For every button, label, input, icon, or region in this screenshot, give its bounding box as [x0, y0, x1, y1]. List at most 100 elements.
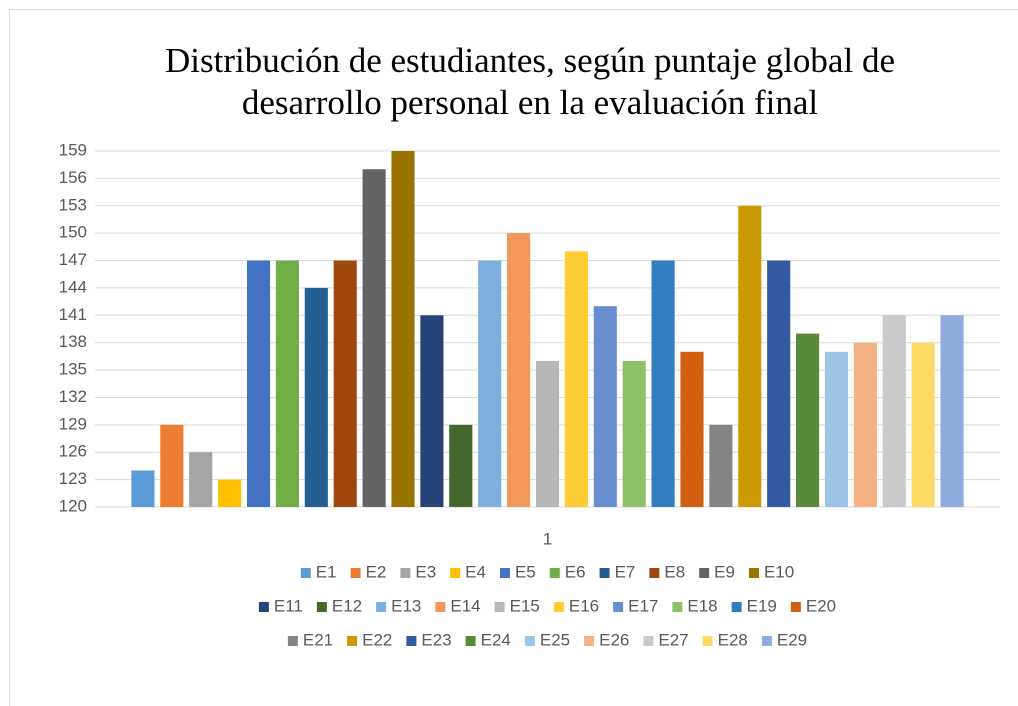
legend-swatch: [643, 636, 654, 646]
legend-swatch: [400, 568, 411, 578]
legend-swatch: [499, 568, 510, 578]
legend-swatch: [672, 602, 683, 612]
bar: [304, 287, 328, 507]
legend-label: E24: [481, 630, 511, 649]
legend-label: E11: [274, 596, 303, 615]
legend-label: E13: [391, 596, 421, 615]
legend-label: E7: [615, 562, 636, 581]
bar: [218, 479, 242, 507]
bar: [680, 351, 704, 507]
y-tick-label: 141: [59, 305, 87, 324]
bar: [535, 360, 560, 507]
bar: [824, 351, 849, 507]
bar: [333, 260, 357, 507]
bar: [449, 424, 473, 507]
legend-label: E8: [664, 562, 685, 581]
legend-label: E22: [362, 630, 392, 649]
y-tick-label: 120: [59, 496, 87, 515]
legend-swatch: [761, 636, 772, 646]
legend-swatch: [549, 568, 560, 578]
bar: [420, 315, 444, 507]
legend-swatch: [702, 636, 713, 646]
bar: [940, 315, 964, 507]
chart-title: desarrollo personal en la evaluación fin…: [242, 83, 819, 122]
y-tick-label: 153: [59, 195, 87, 214]
y-tick-label: 126: [59, 442, 87, 461]
legend-label: E3: [415, 562, 436, 581]
legend-swatch: [300, 568, 311, 578]
legend-swatch: [347, 636, 358, 646]
legend-swatch: [406, 636, 417, 646]
bar: [246, 260, 271, 507]
bar: [362, 169, 386, 507]
bar: [853, 342, 877, 507]
bar: [275, 260, 299, 507]
x-tick-label: 1: [543, 529, 552, 548]
legend-swatch: [748, 568, 759, 578]
y-tick-label: 159: [59, 140, 87, 159]
legend-label: E28: [718, 630, 748, 649]
legend-swatch: [584, 636, 595, 646]
y-tick-label: 132: [59, 387, 87, 406]
bar: [391, 151, 415, 507]
y-tick-label: 150: [59, 223, 87, 242]
bar: [189, 452, 213, 507]
legend-label: E15: [510, 596, 540, 615]
y-tick-label: 147: [59, 250, 87, 269]
legend-label: E20: [806, 596, 836, 615]
legend-label: E27: [658, 630, 688, 649]
chart-title: Distribución de estudiantes, según punta…: [165, 41, 895, 80]
legend-swatch: [465, 636, 476, 646]
legend-swatch: [613, 602, 624, 612]
legend-label: E4: [465, 562, 486, 581]
legend-swatch: [494, 602, 505, 612]
legend-swatch: [553, 602, 564, 612]
legend-label: E5: [515, 562, 536, 581]
bar: [882, 315, 906, 507]
bar: [622, 360, 646, 507]
y-tick-label: 135: [59, 360, 87, 379]
legend-swatch: [450, 568, 461, 578]
legend-swatch: [258, 602, 269, 612]
y-tick-label: 156: [59, 168, 87, 187]
legend-label: E12: [332, 596, 362, 615]
bar: [564, 251, 588, 507]
bar: [709, 424, 733, 507]
bar: [478, 260, 502, 507]
legend-label: E21: [303, 630, 333, 649]
y-tick-label: 123: [59, 469, 87, 488]
bar: [160, 424, 184, 507]
legend-label: E16: [569, 596, 599, 615]
legend-swatch: [649, 568, 660, 578]
legend-swatch: [287, 636, 298, 646]
legend-label: E29: [777, 630, 807, 649]
bar: [507, 233, 531, 507]
bar: [738, 205, 762, 507]
legend-label: E2: [366, 562, 387, 581]
legend-swatch: [790, 602, 801, 612]
legend-swatch: [699, 568, 710, 578]
legend-label: E26: [599, 630, 629, 649]
legend-swatch: [376, 602, 387, 612]
bar: [593, 306, 617, 507]
bar: [131, 470, 155, 507]
bar: [767, 260, 791, 507]
legend-label: E23: [421, 630, 451, 649]
y-tick-label: 138: [59, 332, 87, 351]
legend-swatch: [599, 568, 610, 578]
legend-label: E9: [714, 562, 735, 581]
legend-label: E19: [747, 596, 777, 615]
bar: [911, 342, 935, 507]
legend-label: E14: [450, 596, 480, 615]
y-tick-label: 129: [59, 414, 87, 433]
legend-swatch: [350, 568, 361, 578]
legend-swatch: [524, 636, 535, 646]
legend-label: E18: [687, 596, 717, 615]
legend-label: E6: [565, 562, 586, 581]
legend-label: E25: [540, 630, 570, 649]
legend-label: E1: [316, 562, 337, 581]
legend-swatch: [731, 602, 742, 612]
bar: [796, 333, 820, 507]
y-tick-label: 144: [59, 277, 87, 296]
